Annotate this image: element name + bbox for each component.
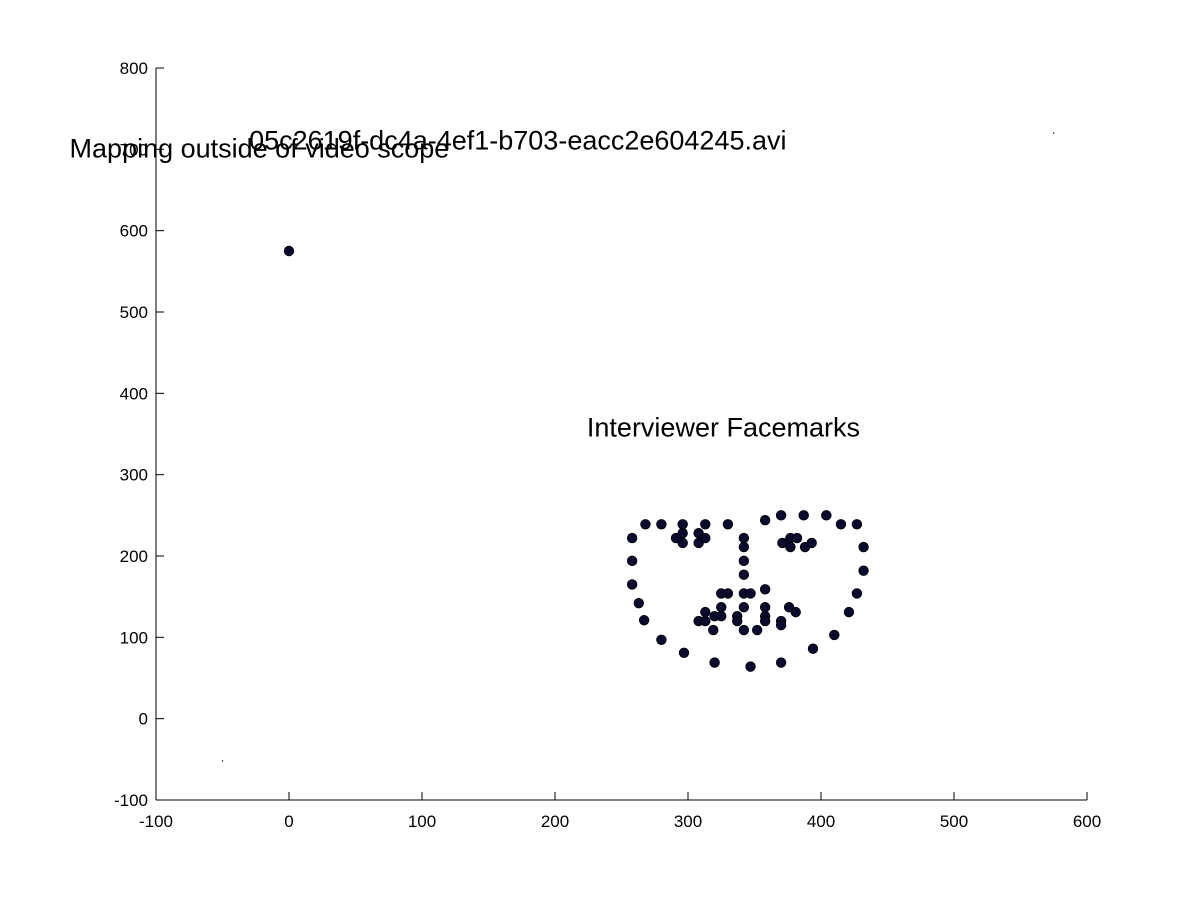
data-point	[790, 606, 801, 618]
data-point	[700, 615, 711, 627]
data-point	[738, 602, 750, 613]
data-point	[708, 624, 719, 636]
data-point	[626, 579, 638, 590]
x-tick-label: 300	[674, 812, 702, 831]
data-point	[759, 584, 771, 595]
y-tick-label: 100	[120, 628, 148, 647]
data-points	[221, 132, 1055, 762]
data-point	[700, 519, 711, 530]
data-point	[738, 569, 750, 580]
stray-mark	[221, 760, 224, 762]
y-tick-label: -100	[114, 791, 148, 810]
annotation-facemarks: Interviewer Facemarks	[587, 412, 860, 442]
y-tick-label: 600	[120, 222, 148, 241]
axes: -100 0 100 200 300 400 500 600 -100 0 100 200 300 400…	[114, 59, 1101, 831]
data-point	[732, 615, 743, 627]
data-point	[807, 643, 819, 654]
data-point	[759, 615, 771, 627]
data-point	[283, 245, 295, 257]
data-point	[678, 647, 690, 658]
data-point	[670, 532, 682, 544]
data-point	[700, 606, 711, 618]
data-point	[626, 555, 638, 567]
x-tick-label: 0	[284, 812, 293, 831]
y-tick-label: 200	[120, 547, 148, 566]
x-tick-label: 100	[408, 812, 436, 831]
data-point	[835, 519, 847, 530]
data-point	[722, 588, 734, 599]
data-point	[791, 532, 803, 544]
data-point	[745, 588, 756, 599]
data-point	[851, 519, 863, 530]
data-point	[798, 510, 809, 521]
data-point	[700, 532, 711, 544]
y-tick-label: 500	[120, 303, 148, 322]
y-tick-label: 700	[120, 140, 148, 159]
data-point	[633, 597, 644, 609]
data-point	[738, 555, 750, 567]
data-point	[722, 519, 734, 530]
x-tick-label: 600	[1073, 812, 1101, 831]
annotation-outside-scope: Mapping outside of video scope	[70, 133, 450, 163]
data-point	[738, 532, 750, 544]
data-point	[738, 541, 750, 553]
data-point	[759, 602, 771, 613]
data-point	[709, 657, 720, 668]
data-point	[775, 510, 787, 521]
data-point	[775, 657, 787, 668]
data-point	[738, 624, 750, 636]
data-point	[626, 532, 638, 544]
x-tick-label: 500	[940, 812, 968, 831]
data-point	[858, 541, 869, 553]
data-point	[656, 519, 667, 530]
data-point	[851, 588, 863, 599]
y-tick-label: 400	[120, 384, 148, 403]
data-point	[829, 629, 840, 641]
data-point	[751, 624, 763, 636]
data-point	[775, 619, 787, 631]
y-tick-label: 0	[139, 710, 148, 729]
data-point	[806, 537, 817, 549]
data-point	[716, 602, 727, 613]
y-tick-label: 800	[120, 59, 148, 78]
data-point	[716, 610, 727, 622]
data-point	[858, 565, 869, 576]
x-tick-label: -100	[139, 812, 173, 831]
y-tick-label: 300	[120, 466, 148, 485]
data-point	[640, 519, 651, 530]
x-tick-label: 400	[807, 812, 835, 831]
annotation-filename: 05c2619f-dc4a-4ef1-b703-eacc2e604245.avi	[249, 125, 786, 155]
data-point	[677, 519, 688, 530]
data-point	[759, 515, 771, 526]
data-point	[785, 541, 796, 553]
stray-mark	[1053, 132, 1055, 134]
data-point	[656, 634, 667, 645]
data-point	[843, 606, 855, 618]
data-point	[638, 615, 650, 626]
data-point	[745, 661, 756, 672]
data-point	[821, 510, 832, 521]
annotations: 05c2619f-dc4a-4ef1-b703-eacc2e604245.avi…	[70, 125, 860, 442]
x-tick-label: 200	[541, 812, 569, 831]
